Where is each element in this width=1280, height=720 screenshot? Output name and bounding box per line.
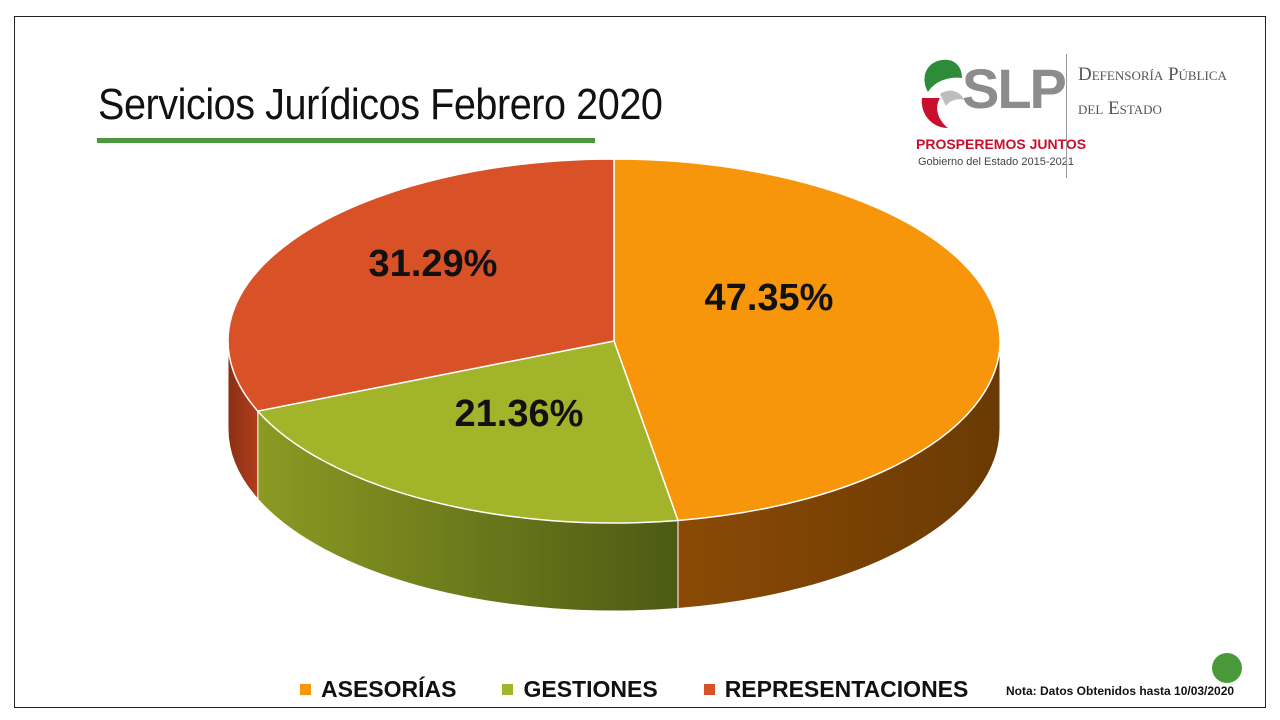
legend-label-gestiones: GESTIONES [523,675,658,702]
pie-slice-asesorias [613,158,1001,522]
logo-slogan: PROSPEREMOS JUNTOS [916,136,1087,152]
department-name-line1: Defensoría Pública [1078,64,1227,85]
chart-title: Servicios Jurídicos Febrero 2020 [98,80,663,129]
pie-label-asesorias: 47.35% [705,277,834,319]
logo-subtitle: Gobierno del Estado 2015-2021 [918,156,1074,168]
legend-swatch-gestiones [502,683,514,695]
chart-legend: ASESORÍAS GESTIONES REPRESENTACIONES [300,676,1014,702]
pie-slice-representaciones [227,158,615,412]
pie-slices [227,158,1001,524]
title-underline [97,138,595,143]
government-logo: SLP PROSPEREMOS JUNTOS Gobierno del Esta… [916,52,1246,182]
slide-frame [14,16,1266,708]
data-source-note: Nota: Datos Obtenidos hasta 10/03/2020 [1006,684,1235,698]
legend-item-representaciones: REPRESENTACIONES [703,675,969,703]
decorative-green-dot [1212,653,1242,683]
slp-emblem-icon [921,59,964,128]
legend-label-asesorias: ASESORÍAS [321,675,457,702]
department-name-line2: del Estado [1078,98,1162,119]
legend-swatch-asesorias [300,683,311,695]
legend-item-asesorias: ASESORÍAS [300,676,456,703]
pie-label-representaciones: 31.29% [369,243,498,285]
pie-slice-gestiones [256,340,680,524]
legend-label-representaciones: REPRESENTACIONES [724,675,969,702]
logo-divider [1066,54,1067,178]
legend-item-gestiones: GESTIONES [502,675,658,703]
legend-swatch-representaciones [703,683,715,695]
logo-mark: SLP [962,57,1067,120]
pie-label-gestiones: 21.36% [455,393,584,435]
pie-data-labels: 47.35% 21.36% 31.29% [369,243,834,435]
